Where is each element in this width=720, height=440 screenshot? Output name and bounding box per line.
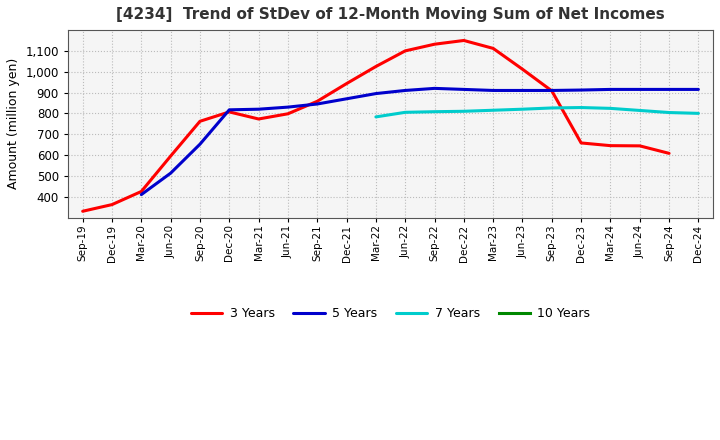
3 Years [577, 140, 585, 146]
7 Years [547, 105, 556, 110]
5 Years [431, 86, 439, 91]
3 Years [459, 38, 468, 43]
3 Years [166, 154, 175, 159]
Line: 7 Years: 7 Years [376, 107, 698, 117]
3 Years [431, 41, 439, 47]
3 Years [636, 143, 644, 149]
5 Years [694, 87, 703, 92]
3 Years [196, 119, 204, 124]
3 Years [108, 202, 117, 207]
5 Years [636, 87, 644, 92]
Title: [4234]  Trend of StDev of 12-Month Moving Sum of Net Incomes: [4234] Trend of StDev of 12-Month Moving… [116, 7, 665, 22]
7 Years [431, 109, 439, 114]
5 Years [665, 87, 673, 92]
5 Years [372, 91, 380, 96]
3 Years [372, 64, 380, 69]
7 Years [372, 114, 380, 120]
7 Years [401, 110, 410, 115]
5 Years [577, 88, 585, 93]
Line: 3 Years: 3 Years [83, 40, 669, 211]
7 Years [489, 108, 498, 113]
3 Years [342, 81, 351, 86]
5 Years [606, 87, 615, 92]
Legend: 3 Years, 5 Years, 7 Years, 10 Years: 3 Years, 5 Years, 7 Years, 10 Years [186, 302, 595, 326]
Y-axis label: Amount (million yen): Amount (million yen) [7, 58, 20, 189]
5 Years [547, 88, 556, 93]
3 Years [489, 46, 498, 51]
3 Years [606, 143, 615, 148]
5 Years [401, 88, 410, 93]
7 Years [459, 109, 468, 114]
5 Years [196, 142, 204, 147]
7 Years [577, 105, 585, 110]
7 Years [518, 106, 527, 112]
3 Years [137, 189, 145, 194]
5 Years [313, 101, 322, 106]
Line: 5 Years: 5 Years [141, 88, 698, 194]
5 Years [459, 87, 468, 92]
5 Years [254, 106, 263, 112]
7 Years [606, 106, 615, 111]
5 Years [489, 88, 498, 93]
3 Years [313, 99, 322, 104]
7 Years [694, 111, 703, 116]
5 Years [284, 104, 292, 110]
7 Years [636, 108, 644, 113]
3 Years [225, 109, 233, 114]
3 Years [254, 116, 263, 121]
5 Years [166, 171, 175, 176]
5 Years [137, 192, 145, 197]
5 Years [518, 88, 527, 93]
3 Years [518, 66, 527, 72]
3 Years [78, 209, 87, 214]
3 Years [284, 111, 292, 117]
3 Years [401, 48, 410, 54]
5 Years [225, 107, 233, 113]
3 Years [665, 151, 673, 156]
5 Years [342, 96, 351, 102]
3 Years [547, 88, 556, 94]
7 Years [665, 110, 673, 115]
